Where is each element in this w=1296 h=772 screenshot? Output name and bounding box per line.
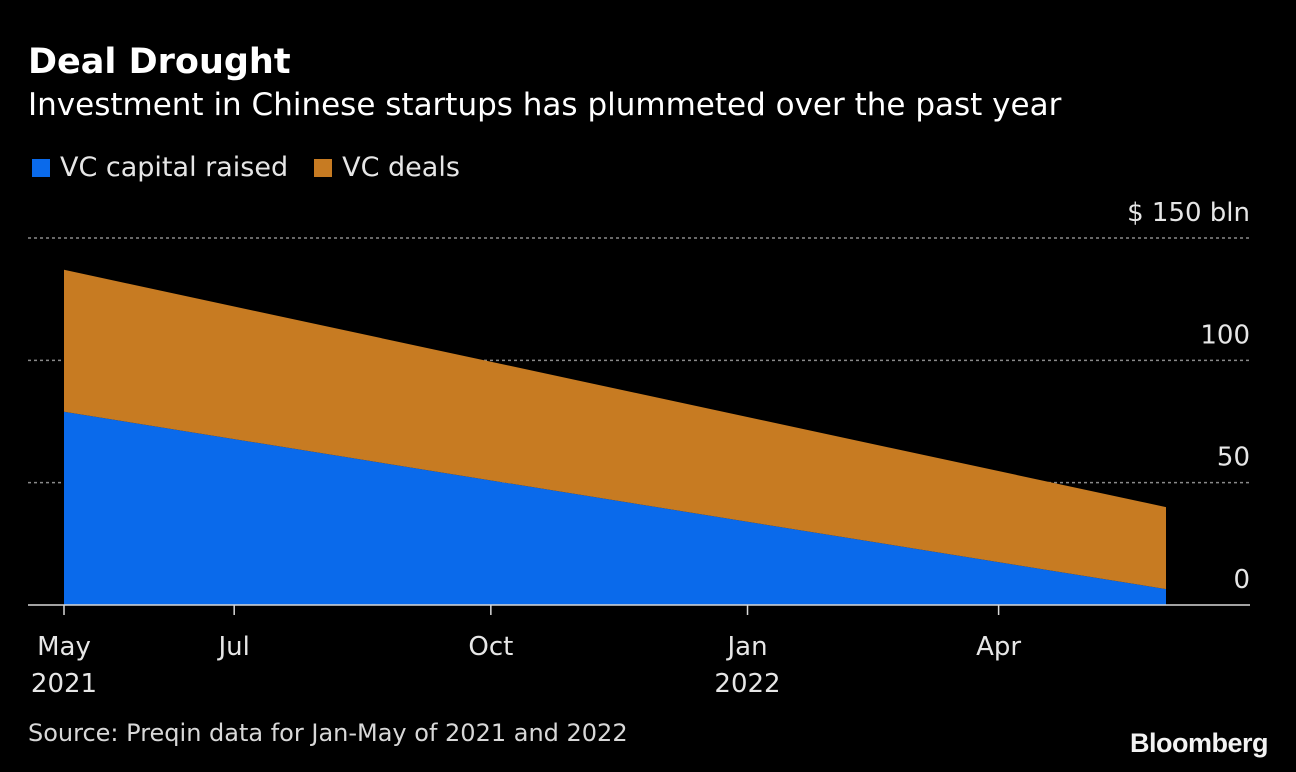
- y-tick-label-0: 0: [1233, 565, 1250, 595]
- y-tick-label-100: 100: [1200, 320, 1250, 350]
- chart-legend: VC capital raised VC deals: [32, 150, 486, 186]
- x-tick-label-apr: Apr: [976, 632, 1021, 662]
- legend-item-vc-capital-raised: VC capital raised: [32, 150, 288, 186]
- source-note: Source: Preqin data for Jan-May of 2021 …: [28, 719, 628, 747]
- legend-label-vc-deals: VC deals: [342, 152, 460, 183]
- x-tick-year-2022: 2022: [714, 669, 780, 699]
- legend-item-vc-deals: VC deals: [314, 150, 460, 186]
- x-tick-label-jan: Jan: [725, 632, 767, 662]
- x-tick-label-may: May: [37, 632, 91, 662]
- x-tick-label-jul: Jul: [216, 632, 249, 662]
- area-vc-deals: [64, 269, 1166, 590]
- bloomberg-logo: Bloomberg: [1129, 728, 1269, 758]
- y-tick-label-50: 50: [1217, 443, 1250, 473]
- legend-swatch-vc-capital-raised: [32, 159, 50, 177]
- y-tick-label-150: $ 150 bln: [1127, 198, 1250, 228]
- x-tick-year-2021: 2021: [31, 669, 97, 699]
- chart-title: Deal Drought: [28, 42, 291, 82]
- legend-label-vc-capital-raised: VC capital raised: [60, 152, 289, 183]
- x-tick-label-oct: Oct: [468, 632, 513, 662]
- chart-subtitle: Investment in Chinese startups has plumm…: [28, 87, 1062, 123]
- area-vc-capital-raised: [64, 411, 1166, 605]
- legend-swatch-vc-deals: [314, 159, 333, 177]
